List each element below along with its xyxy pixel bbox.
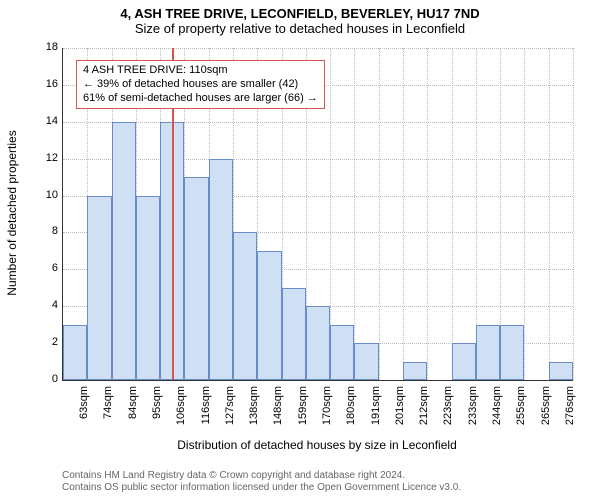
x-tick-label: 127sqm	[224, 386, 236, 436]
x-tick-label: 233sqm	[467, 386, 479, 436]
annotation-line: 61% of semi-detached houses are larger (…	[83, 92, 318, 106]
histogram-bar	[184, 177, 208, 380]
y-tick-label: 6	[32, 262, 58, 274]
y-tick-label: 10	[32, 189, 58, 201]
footer-credits: Contains HM Land Registry data © Crown c…	[62, 470, 461, 494]
footer-line-1: Contains HM Land Registry data © Crown c…	[62, 470, 461, 482]
x-tick-label: 255sqm	[515, 386, 527, 436]
x-tick-label: 84sqm	[127, 386, 139, 436]
histogram-bar	[354, 343, 378, 380]
x-tick-label: 170sqm	[321, 386, 333, 436]
annotation-box: 4 ASH TREE DRIVE: 110sqm← 39% of detache…	[76, 60, 325, 109]
y-tick-label: 16	[32, 78, 58, 90]
histogram-bar	[209, 159, 233, 380]
histogram-bar	[233, 232, 257, 380]
x-tick-label: 106sqm	[175, 386, 187, 436]
histogram-bar	[112, 122, 136, 380]
y-tick-label: 0	[32, 373, 58, 385]
histogram-bar	[87, 196, 111, 380]
grid-line-horizontal	[63, 48, 573, 49]
x-tick-label: 63sqm	[78, 386, 90, 436]
grid-line-vertical	[379, 48, 380, 380]
histogram-bar	[452, 343, 476, 380]
x-tick-label: 212sqm	[418, 386, 430, 436]
x-tick-label: 191sqm	[370, 386, 382, 436]
histogram-bar	[282, 288, 306, 380]
x-tick-label: 244sqm	[491, 386, 503, 436]
x-tick-label: 95sqm	[151, 386, 163, 436]
y-tick-label: 14	[32, 115, 58, 127]
footer-line-2: Contains OS public sector information li…	[62, 482, 461, 494]
histogram-bar	[500, 325, 524, 380]
y-tick-label: 18	[32, 41, 58, 53]
grid-line-vertical	[354, 48, 355, 380]
x-tick-label: 201sqm	[394, 386, 406, 436]
grid-line-vertical	[403, 48, 404, 380]
y-tick-label: 2	[32, 336, 58, 348]
x-tick-label: 116sqm	[200, 386, 212, 436]
x-tick-label: 148sqm	[272, 386, 284, 436]
histogram-bar	[63, 325, 87, 380]
grid-line-vertical	[524, 48, 525, 380]
y-tick-label: 4	[32, 299, 58, 311]
chart-title-main: 4, ASH TREE DRIVE, LECONFIELD, BEVERLEY,…	[0, 0, 600, 21]
x-tick-label: 138sqm	[248, 386, 260, 436]
x-tick-label: 276sqm	[564, 386, 576, 436]
chart-title-sub: Size of property relative to detached ho…	[0, 21, 600, 36]
histogram-bar	[549, 362, 573, 380]
histogram-bar	[257, 251, 281, 380]
grid-line-vertical	[452, 48, 453, 380]
histogram-bar	[330, 325, 354, 380]
annotation-line: ← 39% of detached houses are smaller (42…	[83, 78, 318, 92]
grid-line-horizontal	[63, 159, 573, 160]
chart-container: 4, ASH TREE DRIVE, LECONFIELD, BEVERLEY,…	[0, 0, 600, 500]
y-tick-label: 8	[32, 225, 58, 237]
x-tick-label: 159sqm	[297, 386, 309, 436]
x-tick-label: 74sqm	[102, 386, 114, 436]
x-tick-label: 180sqm	[345, 386, 357, 436]
grid-line-vertical	[573, 48, 574, 380]
x-tick-label: 265sqm	[540, 386, 552, 436]
y-tick-label: 12	[32, 152, 58, 164]
y-axis-label: Number of detached properties	[5, 113, 19, 313]
x-axis-label: Distribution of detached houses by size …	[62, 438, 572, 452]
grid-line-vertical	[427, 48, 428, 380]
histogram-bar	[306, 306, 330, 380]
histogram-bar	[403, 362, 427, 380]
histogram-bar	[476, 325, 500, 380]
histogram-bar	[136, 196, 160, 380]
x-tick-label: 223sqm	[442, 386, 454, 436]
grid-line-horizontal	[63, 122, 573, 123]
grid-line-vertical	[549, 48, 550, 380]
annotation-line: 4 ASH TREE DRIVE: 110sqm	[83, 64, 318, 78]
